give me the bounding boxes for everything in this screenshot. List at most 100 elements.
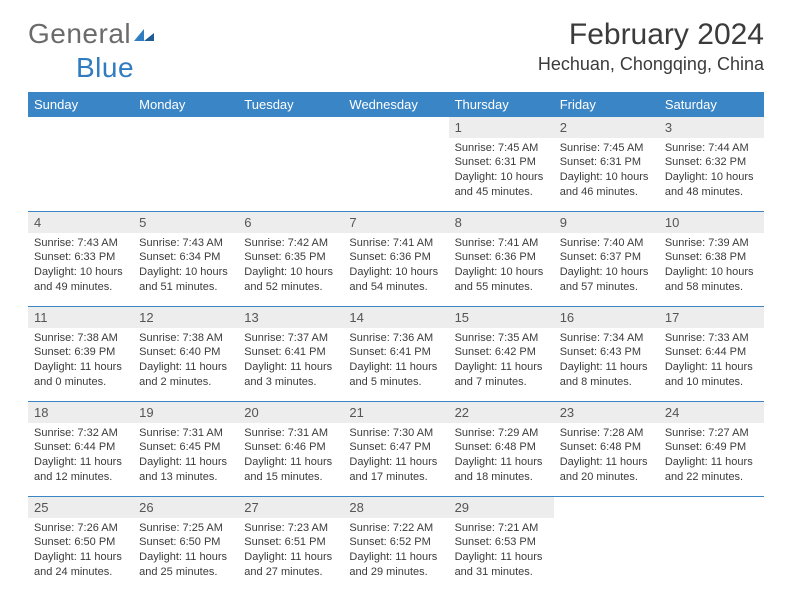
- day-detail-cell: Sunrise: 7:31 AMSunset: 6:46 PMDaylight:…: [238, 423, 343, 497]
- sunrise-line: Sunrise: 7:25 AM: [139, 521, 232, 536]
- sunset-line: Sunset: 6:41 PM: [244, 345, 337, 360]
- daynum-row: 11121314151617: [28, 307, 764, 328]
- sunrise-line: Sunrise: 7:37 AM: [244, 331, 337, 346]
- daynum-cell: [238, 117, 343, 138]
- daylight-line: Daylight: 11 hours and 15 minutes.: [244, 455, 337, 485]
- sunrise-line: Sunrise: 7:43 AM: [139, 236, 232, 251]
- daylight-line: Daylight: 11 hours and 3 minutes.: [244, 360, 337, 390]
- day-detail-cell: Sunrise: 7:33 AMSunset: 6:44 PMDaylight:…: [659, 328, 764, 402]
- day-detail-cell: Sunrise: 7:38 AMSunset: 6:39 PMDaylight:…: [28, 328, 133, 402]
- sunrise-line: Sunrise: 7:39 AM: [665, 236, 758, 251]
- sunset-line: Sunset: 6:31 PM: [560, 155, 653, 170]
- daylight-line: Daylight: 11 hours and 0 minutes.: [34, 360, 127, 390]
- sunset-line: Sunset: 6:45 PM: [139, 440, 232, 455]
- dow-header-row: SundayMondayTuesdayWednesdayThursdayFrid…: [28, 92, 764, 117]
- sunrise-line: Sunrise: 7:36 AM: [349, 331, 442, 346]
- day-detail-cell: Sunrise: 7:43 AMSunset: 6:33 PMDaylight:…: [28, 233, 133, 307]
- sunset-line: Sunset: 6:34 PM: [139, 250, 232, 265]
- daylight-line: Daylight: 10 hours and 54 minutes.: [349, 265, 442, 295]
- logo-text: GeneralBlue: [28, 18, 155, 84]
- day-detail-cell: Sunrise: 7:26 AMSunset: 6:50 PMDaylight:…: [28, 518, 133, 591]
- sunrise-line: Sunrise: 7:43 AM: [34, 236, 127, 251]
- daynum-cell: [659, 497, 764, 518]
- daylight-line: Daylight: 10 hours and 46 minutes.: [560, 170, 653, 200]
- sunset-line: Sunset: 6:50 PM: [34, 535, 127, 550]
- daylight-line: Daylight: 10 hours and 52 minutes.: [244, 265, 337, 295]
- daynum-cell: 11: [28, 307, 133, 328]
- daynum-cell: 13: [238, 307, 343, 328]
- sunrise-line: Sunrise: 7:27 AM: [665, 426, 758, 441]
- sunrise-line: Sunrise: 7:33 AM: [665, 331, 758, 346]
- sunrise-line: Sunrise: 7:45 AM: [455, 141, 548, 156]
- daylight-line: Daylight: 11 hours and 12 minutes.: [34, 455, 127, 485]
- day-detail-cell: Sunrise: 7:40 AMSunset: 6:37 PMDaylight:…: [554, 233, 659, 307]
- day-detail-cell: Sunrise: 7:23 AMSunset: 6:51 PMDaylight:…: [238, 518, 343, 591]
- day-detail-cell: Sunrise: 7:28 AMSunset: 6:48 PMDaylight:…: [554, 423, 659, 497]
- daynum-cell: 17: [659, 307, 764, 328]
- day-detail-cell: [343, 138, 448, 212]
- sunrise-line: Sunrise: 7:41 AM: [349, 236, 442, 251]
- sunset-line: Sunset: 6:46 PM: [244, 440, 337, 455]
- daylight-line: Daylight: 10 hours and 57 minutes.: [560, 265, 653, 295]
- sunset-line: Sunset: 6:31 PM: [455, 155, 548, 170]
- day-detail-cell: Sunrise: 7:25 AMSunset: 6:50 PMDaylight:…: [133, 518, 238, 591]
- sunset-line: Sunset: 6:36 PM: [349, 250, 442, 265]
- sunrise-line: Sunrise: 7:21 AM: [455, 521, 548, 536]
- dow-header-cell: Saturday: [659, 92, 764, 117]
- daylight-line: Daylight: 11 hours and 18 minutes.: [455, 455, 548, 485]
- sunrise-line: Sunrise: 7:29 AM: [455, 426, 548, 441]
- daynum-cell: 27: [238, 497, 343, 518]
- sunrise-line: Sunrise: 7:35 AM: [455, 331, 548, 346]
- daynum-cell: 2: [554, 117, 659, 138]
- sunrise-line: Sunrise: 7:44 AM: [665, 141, 758, 156]
- day-detail-cell: Sunrise: 7:29 AMSunset: 6:48 PMDaylight:…: [449, 423, 554, 497]
- sunset-line: Sunset: 6:35 PM: [244, 250, 337, 265]
- sunset-line: Sunset: 6:47 PM: [349, 440, 442, 455]
- daylight-line: Daylight: 11 hours and 5 minutes.: [349, 360, 442, 390]
- dow-header-cell: Monday: [133, 92, 238, 117]
- daylight-line: Daylight: 10 hours and 45 minutes.: [455, 170, 548, 200]
- dow-header-cell: Thursday: [449, 92, 554, 117]
- day-detail-cell: Sunrise: 7:43 AMSunset: 6:34 PMDaylight:…: [133, 233, 238, 307]
- day-detail-cell: [238, 138, 343, 212]
- sunset-line: Sunset: 6:44 PM: [665, 345, 758, 360]
- sunset-line: Sunset: 6:49 PM: [665, 440, 758, 455]
- sunrise-line: Sunrise: 7:38 AM: [34, 331, 127, 346]
- detail-row: Sunrise: 7:32 AMSunset: 6:44 PMDaylight:…: [28, 423, 764, 497]
- daylight-line: Daylight: 11 hours and 20 minutes.: [560, 455, 653, 485]
- day-detail-cell: Sunrise: 7:27 AMSunset: 6:49 PMDaylight:…: [659, 423, 764, 497]
- sunrise-line: Sunrise: 7:31 AM: [244, 426, 337, 441]
- daynum-cell: 16: [554, 307, 659, 328]
- sunset-line: Sunset: 6:42 PM: [455, 345, 548, 360]
- sunrise-line: Sunrise: 7:26 AM: [34, 521, 127, 536]
- daynum-cell: 15: [449, 307, 554, 328]
- dow-header-cell: Sunday: [28, 92, 133, 117]
- daynum-cell: 9: [554, 212, 659, 233]
- sunset-line: Sunset: 6:48 PM: [560, 440, 653, 455]
- daynum-cell: 3: [659, 117, 764, 138]
- sunset-line: Sunset: 6:53 PM: [455, 535, 548, 550]
- daynum-cell: 12: [133, 307, 238, 328]
- sunrise-line: Sunrise: 7:32 AM: [34, 426, 127, 441]
- daynum-row: 123: [28, 117, 764, 138]
- daylight-line: Daylight: 11 hours and 24 minutes.: [34, 550, 127, 580]
- day-detail-cell: Sunrise: 7:21 AMSunset: 6:53 PMDaylight:…: [449, 518, 554, 591]
- dow-header-cell: Friday: [554, 92, 659, 117]
- daynum-cell: 19: [133, 402, 238, 423]
- daynum-cell: 24: [659, 402, 764, 423]
- daynum-cell: 25: [28, 497, 133, 518]
- sunset-line: Sunset: 6:36 PM: [455, 250, 548, 265]
- sunrise-line: Sunrise: 7:34 AM: [560, 331, 653, 346]
- day-detail-cell: Sunrise: 7:39 AMSunset: 6:38 PMDaylight:…: [659, 233, 764, 307]
- daylight-line: Daylight: 10 hours and 51 minutes.: [139, 265, 232, 295]
- daynum-cell: 26: [133, 497, 238, 518]
- detail-row: Sunrise: 7:26 AMSunset: 6:50 PMDaylight:…: [28, 518, 764, 591]
- title-block: February 2024 Hechuan, Chongqing, China: [538, 18, 764, 75]
- day-detail-cell: Sunrise: 7:31 AMSunset: 6:45 PMDaylight:…: [133, 423, 238, 497]
- daynum-cell: 8: [449, 212, 554, 233]
- daynum-cell: 10: [659, 212, 764, 233]
- logo-swoosh-icon: [133, 20, 155, 52]
- daynum-cell: 28: [343, 497, 448, 518]
- daynum-cell: 22: [449, 402, 554, 423]
- sunset-line: Sunset: 6:52 PM: [349, 535, 442, 550]
